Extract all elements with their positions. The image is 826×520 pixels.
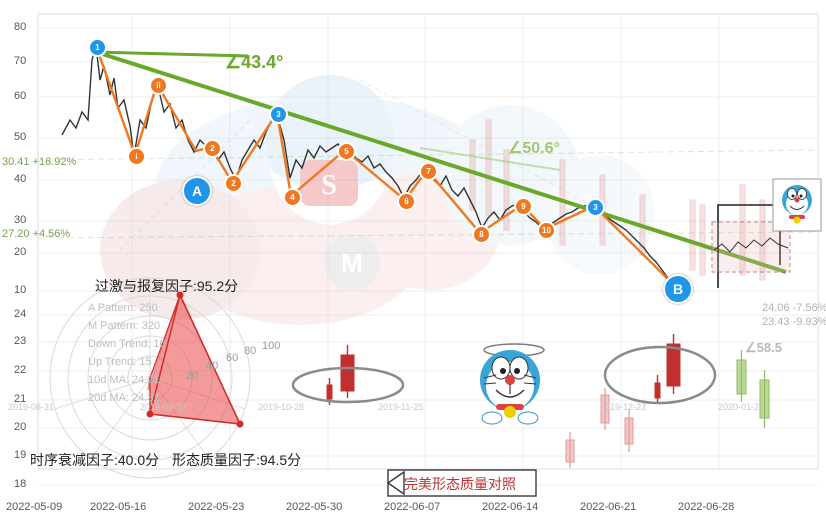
x-tick-5: 2022-06-14 (482, 501, 539, 513)
factor-decay-label: 时序衰减因子:40.0分 (30, 452, 160, 468)
wave-node-10: 10 (537, 221, 556, 240)
angle-main-label: ∠43.4° (225, 52, 284, 72)
y-tick-60: 60 (14, 90, 27, 102)
factor-quality-label: 形态质量因子:94.5分 (172, 452, 302, 468)
radar-label-100: 100 (262, 340, 281, 352)
pattern-node-a: A (182, 176, 212, 206)
mascot-doraemon-center (480, 343, 545, 425)
wave-path (94, 45, 677, 288)
y-tick-19: 19 (14, 449, 27, 461)
y-tick-50: 50 (14, 131, 27, 143)
wave-node-ii: i (127, 147, 146, 166)
mini-candles (291, 334, 770, 468)
callout-box (386, 469, 537, 497)
wave-node-6: 6 (397, 192, 416, 211)
y-tick-20: 20 (14, 246, 27, 258)
mini-x-label-4: 2019-12-23 (600, 402, 647, 412)
x-tick-3: 2022-05-30 (286, 501, 343, 513)
pattern-node-a-label: A (191, 183, 203, 199)
radar-text-down-trend: Down Trend: 16 (88, 338, 166, 350)
y-tick-80: 80 (14, 21, 27, 33)
pattern-node-b-label: B (672, 281, 684, 297)
right-price-label-1: 24.06 -7.56% (762, 302, 826, 314)
y-tick-10: 10 (14, 284, 27, 296)
mini-x-label-1: 2019-09-30 (140, 402, 187, 412)
wave-node-8: 8 (472, 225, 491, 244)
wave-node-label: 2 (210, 144, 215, 153)
wave-node-label: 2 (231, 179, 236, 188)
x-tick-0: 2022-05-09 (6, 501, 63, 513)
wave-node-4: 4 (283, 188, 302, 207)
wave-node-i: ii (149, 76, 168, 95)
radar-chart (49, 277, 251, 479)
y-tick-21: 21 (14, 393, 27, 405)
radar-label-20: 20 (186, 370, 199, 382)
y-tick-18: 18 (14, 478, 27, 490)
x-tick-4: 2022-06-07 (384, 501, 441, 513)
svg-text:S: S (321, 170, 337, 201)
wave-node-9: 9 (514, 197, 533, 216)
mini-x-label-0: 2019-08-31 (8, 402, 55, 412)
x-tick-6: 2022-06-21 (580, 501, 637, 513)
left-price-label-1: 30.41 +16.92% (2, 156, 77, 168)
x-tick-1: 2022-05-16 (90, 501, 147, 513)
wave-node-label: 4 (290, 193, 295, 202)
mini-x-label-5: 2020-01-21 (718, 402, 765, 412)
wave-node-label: 7 (426, 167, 431, 176)
wave-node-2b: 2 (224, 174, 243, 193)
radar-label-60: 60 (226, 352, 239, 364)
right-price-label-2: 23.43 -9.93% (762, 316, 826, 328)
radar-text-m-pattern: M Pattern: 320 (88, 320, 161, 332)
radar-text-a-pattern: A Pattern: 250 (88, 302, 158, 314)
radar-text-up-trend: Up Trend: 15 (88, 356, 152, 368)
mascot-doraemon-corner (772, 178, 822, 232)
mini-x-label-2: 2019-10-28 (258, 402, 305, 412)
angle-secondary-label: ∠50.6° (508, 140, 560, 157)
mini-x-label-3: 2019-11-25 (378, 402, 424, 412)
y-tick-40: 40 (14, 173, 27, 185)
angle-small-label: ∠58.5 (745, 340, 782, 355)
radar-label-40: 40 (206, 360, 219, 372)
wave-node-label: 10 (542, 226, 551, 235)
trend-line (95, 50, 787, 274)
angle-ray (95, 50, 249, 58)
x-tick-7: 2022-06-28 (678, 501, 735, 513)
wave-node-3: 3 (269, 105, 288, 124)
radar-text-ma20: 20d MA: 24.31 (88, 392, 160, 404)
wave-node-label: 5 (344, 147, 349, 156)
y-tick-24: 24 (14, 308, 27, 320)
radar-text-ma10: 10d MA: 24.21 (88, 374, 160, 386)
y-tick-20b: 20 (14, 421, 27, 433)
wave-node-label: 3 (593, 203, 598, 212)
y-tick-30: 30 (14, 214, 27, 226)
x-tick-2: 2022-05-23 (188, 501, 245, 513)
wave-node-5: 5 (337, 142, 356, 161)
wave-node-label: 1 (95, 43, 100, 52)
wave-node-label: 9 (521, 202, 526, 211)
left-price-label-2: 27.20 +4.56% (2, 228, 71, 240)
wave-node-7: 7 (419, 162, 438, 181)
wave-node-label: 8 (479, 230, 484, 239)
factor-overreact-label: 过激与报复因子:95.2分 (95, 278, 239, 294)
y-tick-70: 70 (14, 55, 27, 67)
y-tick-22: 22 (14, 364, 27, 376)
callout-label: 完美形态质量对照 (404, 476, 516, 492)
wave-node-label: 3 (276, 110, 281, 119)
pattern-node-b: B (663, 274, 693, 304)
wave-node-3b: 3 (586, 198, 605, 217)
wave-node-label: ii (156, 81, 161, 90)
wave-node-label: i (135, 152, 138, 161)
radar-label-80: 80 (244, 345, 257, 357)
wave-node-label: 6 (404, 197, 409, 206)
wave-node-1: 1 (88, 38, 107, 57)
svg-text:M: M (341, 248, 363, 278)
wave-node-2a: 2 (203, 139, 222, 158)
y-tick-23: 23 (14, 335, 27, 347)
